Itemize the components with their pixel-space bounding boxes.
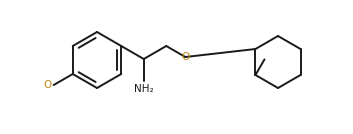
Text: NH₂: NH₂ bbox=[134, 84, 154, 94]
Text: O: O bbox=[181, 52, 190, 62]
Text: O: O bbox=[43, 80, 52, 90]
